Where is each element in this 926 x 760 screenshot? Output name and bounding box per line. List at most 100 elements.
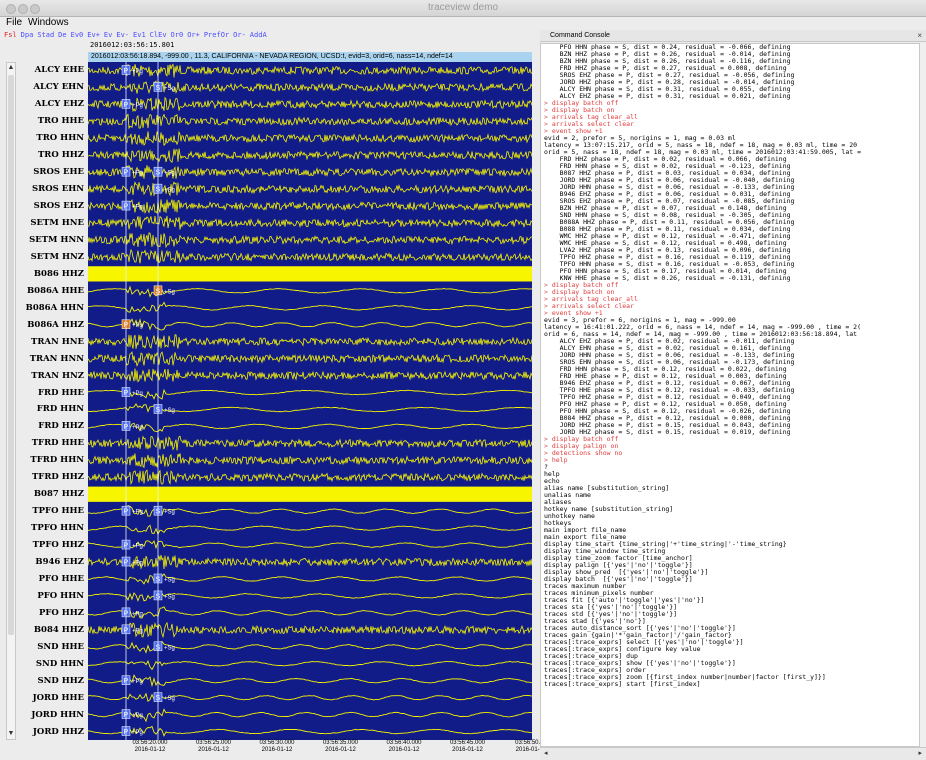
trace-label[interactable]: SND HHZ — [37, 675, 84, 686]
trace-label[interactable]: SETM HNE — [30, 218, 84, 229]
tick-time: 03:56:40.000 — [386, 740, 422, 746]
trace-label[interactable]: PFO HHZ — [38, 607, 84, 618]
trace-label[interactable]: TRO HHE — [37, 116, 84, 127]
trace-label[interactable]: FRD HHN — [36, 404, 84, 415]
trace-label[interactable]: SROS EHZ — [33, 201, 84, 212]
scroll-down-arrow-icon[interactable]: ▼ — [7, 730, 15, 737]
trace-label[interactable]: TPFO HHN — [31, 523, 84, 534]
zoom-window-button[interactable] — [30, 4, 40, 14]
close-window-button[interactable] — [6, 4, 16, 14]
trace-label[interactable]: TFRD HHZ — [31, 472, 84, 483]
trace-label[interactable]: JORD HHN — [31, 709, 84, 720]
trace-label[interactable]: FRD HHE — [38, 387, 84, 398]
trace-label[interactable]: SROS EHE — [33, 167, 84, 178]
toolbar-button-evminus[interactable]: Ev- — [116, 31, 130, 39]
console-hscrollbar[interactable]: ◂ ▸ — [540, 747, 926, 760]
toolbar-button-clev[interactable]: ClEv — [149, 31, 167, 39]
seismogram-panel[interactable]: P+PgS+SgP+PgP+PgS+SgS+SgP+PgS+SgP+PgP+Pg… — [88, 62, 532, 740]
scroll-right-arrow-icon[interactable]: ▸ — [918, 750, 922, 757]
console-output-line: ALCY EHN phase = S, dist = 0.02, residua… — [541, 345, 919, 352]
toolbar-button-orplus[interactable]: Or+ — [187, 31, 200, 39]
console-output-line: display time_window time_string — [541, 548, 919, 555]
console-line-text: hotkeys — [544, 519, 572, 527]
trace-label[interactable]: TRO HHN — [36, 133, 84, 144]
tick-time: 03:56:20.000 — [132, 740, 168, 746]
toolbar-button-orminus[interactable]: Or- — [233, 31, 246, 39]
console-output-line: aliases — [541, 499, 919, 506]
toolbar-button-ev1[interactable]: Ev1 — [133, 31, 146, 39]
toolbar-button-prefor[interactable]: PrefOr — [203, 31, 230, 39]
trace-label[interactable]: B086 HHZ — [33, 268, 84, 279]
trace-waveform — [88, 248, 532, 264]
trace-label[interactable]: ALCY EHE — [34, 65, 84, 76]
trace-label[interactable]: PFO HHN — [37, 590, 84, 601]
time-axis-tick: 03:56:45.000 2016-01-12 — [443, 740, 493, 753]
trace-label[interactable]: TFRD HHN — [30, 455, 84, 466]
predicted-phase-label: +Sg — [164, 289, 175, 295]
trace-waveform — [88, 334, 532, 349]
toolbar-button-stad[interactable]: Stad — [37, 31, 55, 39]
trace-label[interactable]: JORD HHE — [32, 692, 84, 703]
trace-label[interactable]: PFO HHE — [38, 573, 84, 584]
console-line-text: detections show no — [551, 449, 623, 457]
trace-label[interactable]: B946 EHZ — [35, 557, 84, 568]
console-output-line: B088A HHZ phase = P, dist = 0.11, residu… — [541, 219, 919, 226]
trace-label[interactable]: TRAN HNN — [29, 353, 84, 364]
trace-waveform — [88, 130, 532, 147]
trace-label[interactable]: SETM HNN — [29, 234, 84, 245]
prompt-icon: > — [544, 449, 552, 457]
scroll-left-arrow-icon[interactable]: ◂ — [544, 750, 548, 757]
toolbar-button-or0[interactable]: Or0 — [170, 31, 184, 39]
trace-label[interactable]: JORD HHZ — [32, 726, 84, 737]
trace-label[interactable]: B087 HHZ — [33, 489, 84, 500]
console-line-text: arrivals select clear — [551, 120, 635, 128]
trace-label[interactable]: SROS EHN — [32, 184, 84, 195]
toolbar-button-ev[interactable]: Ev — [103, 31, 113, 39]
menu-file[interactable]: File — [6, 17, 23, 28]
command-console[interactable]: PFO HHN phase = S, dist = 0.24, residual… — [540, 43, 920, 747]
trace-waveform — [88, 674, 532, 688]
console-line-text: display batch off — [551, 99, 619, 107]
trace-label[interactable]: SETM HNZ — [30, 251, 84, 262]
trace-waveform — [88, 435, 532, 451]
trace-label[interactable]: B084 HHZ — [33, 624, 84, 635]
trace-label[interactable]: SND HHE — [37, 641, 84, 652]
console-scrollbar[interactable] — [920, 43, 926, 747]
toolbar-button-adda[interactable]: AddA — [249, 31, 267, 39]
minimize-window-button[interactable] — [18, 4, 28, 14]
predicted-phase-label: +Pg — [132, 69, 143, 75]
trace-label[interactable]: TPFO HHE — [32, 506, 84, 517]
trace-waveform — [88, 266, 532, 282]
trace-label[interactable]: TRO HHZ — [37, 150, 84, 161]
trace-label[interactable]: TRAN HNE — [31, 336, 84, 347]
trace-label[interactable]: ALCY EHZ — [34, 99, 84, 110]
trace-label[interactable]: TPFO HHZ — [32, 540, 84, 551]
toolbar-button-fsl[interactable]: Fsl — [4, 31, 17, 39]
trace-label[interactable]: TRAN HNZ — [31, 370, 84, 381]
toolbar-button-de[interactable]: De — [58, 31, 67, 39]
console-output-line: JORD HHZ phase = P, dist = 0.28, residua… — [541, 79, 919, 86]
traces-scrollbar[interactable]: ▲ ▼ — [6, 62, 16, 740]
trace-label[interactable]: TFRD HHE — [31, 438, 84, 449]
console-line-text: JORD HHZ phase = P, dist = 0.28, residua… — [544, 78, 795, 86]
tick-time: 03:56:50.00 — [515, 740, 547, 746]
menu-windows[interactable]: Windows — [28, 17, 69, 28]
trace-label[interactable]: SND HHN — [35, 658, 84, 669]
scrollbar-thumb[interactable] — [8, 75, 14, 635]
scroll-up-arrow-icon[interactable]: ▲ — [7, 64, 15, 71]
toolbar-button-evplus[interactable]: Ev+ — [87, 31, 100, 39]
toolbar-button-dpa[interactable]: Dpa — [20, 31, 34, 39]
console-close-icon[interactable]: × — [917, 31, 922, 40]
console-line-text: B088A HHZ phase = P, dist = 0.11, residu… — [544, 218, 795, 226]
console-output-line: JORD HHZ phase = S, dist = 0.15, residua… — [541, 429, 919, 436]
console-line-text: SROS EHZ phase = P, dist = 0.07, residua… — [544, 197, 795, 205]
trace-label[interactable]: B086A HHE — [26, 285, 84, 296]
trace-label[interactable]: ALCY EHN — [33, 82, 84, 93]
toolbar-button-ev0[interactable]: Ev0 — [70, 31, 84, 39]
trace-label[interactable]: B086A HHN — [25, 302, 84, 313]
console-line-text: ALCY EHN phase = S, dist = 0.31, residua… — [544, 85, 791, 93]
trace-label[interactable]: FRD HHZ — [38, 421, 84, 432]
time-axis-tick: 03:56:35.000 2016-01-12 — [316, 740, 366, 753]
trace-label[interactable]: B086A HHZ — [27, 319, 84, 330]
predicted-phase-label: +Sg — [164, 696, 175, 702]
